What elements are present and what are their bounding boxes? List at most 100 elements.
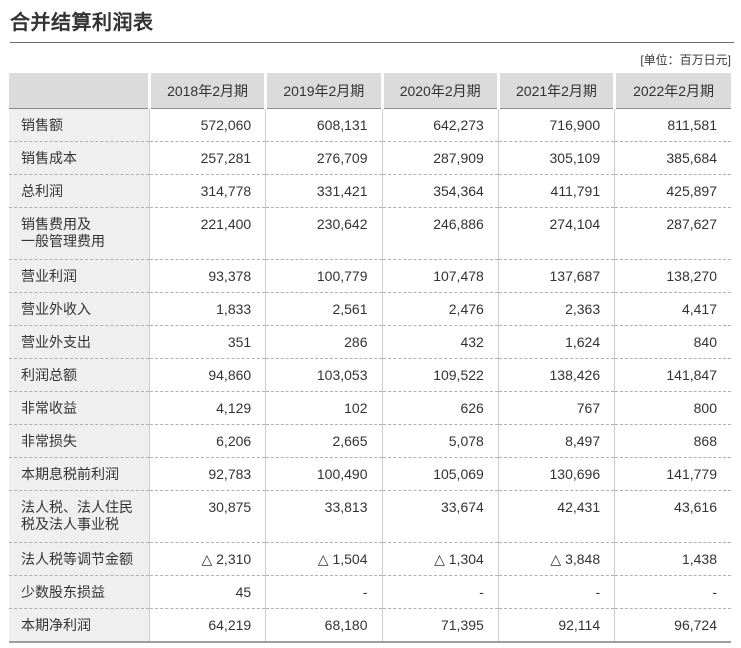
value-cell: 1,624 [497,325,615,359]
table-row: 利润总额 94,860 103,053 109,522 138,426 141,… [9,358,731,392]
value-cell: 105,069 [381,457,499,491]
row-label: 非常收益 [9,391,150,425]
row-label: 本期净利润 [9,608,150,643]
table-row: 总利润 314,778 331,421 354,364 411,791 425,… [9,174,731,208]
value-cell: 102 [265,391,382,425]
table-row: 销售费用及 一般管理费用 221,400 230,642 246,886 274… [9,207,731,260]
value-cell: - [265,575,382,609]
value-cell: 2,363 [497,292,615,326]
row-label: 营业外支出 [9,325,150,359]
table-row: 法人税等调节金额 △ 2,310 △ 1,504 △ 1,304 △ 3,848… [9,542,731,576]
value-cell: 767 [497,391,615,425]
value-cell: 71,395 [381,608,499,643]
value-cell: 626 [381,391,499,425]
table-row: 少数股东损益 45 - - - - [9,575,731,609]
value-cell: 5,078 [381,424,499,458]
value-cell: - [497,575,615,609]
row-label: 营业利润 [9,259,150,293]
value-cell: 130,696 [497,457,615,491]
value-cell: 64,219 [148,608,266,643]
value-cell: 4,417 [614,292,731,326]
value-cell: 141,779 [614,457,731,491]
value-cell: 305,109 [497,141,615,175]
value-cell: 100,779 [265,259,382,293]
value-cell: 425,897 [614,174,731,208]
column-header-2020: 2020年2月期 [380,73,499,109]
value-cell: △ 1,504 [265,542,382,576]
value-cell: △ 2,310 [148,542,266,576]
value-cell: 716,900 [497,108,615,142]
table-row: 本期息税前利润 92,783 100,490 105,069 130,696 1… [9,457,731,491]
value-cell: 354,364 [381,174,499,208]
table-row: 销售额 572,060 608,131 642,273 716,900 811,… [9,108,731,142]
table-row: 非常损失 6,206 2,665 5,078 8,497 868 [9,424,731,458]
row-label: 法人税、法人住民 税及法人事业税 [9,490,150,543]
value-cell: 30,875 [148,490,266,543]
column-header-2022: 2022年2月期 [613,73,731,109]
value-cell: 331,421 [265,174,382,208]
unit-note: [单位：百万日元] [640,53,731,67]
value-cell: 33,674 [381,490,499,543]
table-row: 法人税、法人住民 税及法人事业税 30,875 33,813 33,674 42… [9,490,731,543]
value-cell: 100,490 [265,457,382,491]
income-statement-table: 2018年2月期 2019年2月期 2020年2月期 2021年2月期 2022… [9,73,731,643]
value-cell: 221,400 [148,207,266,260]
value-cell: 257,281 [148,141,266,175]
row-label: 利润总额 [9,358,150,392]
value-cell: 4,129 [148,391,266,425]
title-divider [10,42,734,43]
value-cell: 608,131 [265,108,382,142]
row-label: 销售费用及 一般管理费用 [9,207,150,260]
value-cell: 868 [614,424,731,458]
value-cell: 287,909 [381,141,499,175]
page-title: 合并结算利润表 [10,12,154,34]
value-cell: 274,104 [497,207,615,260]
value-cell: △ 3,848 [497,542,615,576]
value-cell: 137,687 [497,259,615,293]
value-cell: 230,642 [265,207,382,260]
row-label: 少数股东损益 [9,575,150,609]
value-cell: 286 [265,325,382,359]
value-cell: 68,180 [265,608,382,643]
value-cell: 800 [614,391,731,425]
value-cell: 276,709 [265,141,382,175]
value-cell: 2,665 [265,424,382,458]
value-cell: 2,561 [265,292,382,326]
value-cell: △ 1,304 [381,542,499,576]
value-cell: 2,476 [381,292,499,326]
table-row: 本期净利润 64,219 68,180 71,395 92,114 96,724 [9,608,731,643]
value-cell: 92,114 [497,608,615,643]
value-cell: 840 [614,325,731,359]
value-cell: 572,060 [148,108,266,142]
row-label: 销售额 [9,108,150,142]
value-cell: 642,273 [381,108,499,142]
table-row: 营业利润 93,378 100,779 107,478 137,687 138,… [9,259,731,293]
value-cell: 103,053 [265,358,382,392]
value-cell: 138,426 [497,358,615,392]
row-label: 销售成本 [9,141,150,175]
value-cell: 811,581 [614,108,731,142]
table-row: 销售成本 257,281 276,709 287,909 305,109 385… [9,141,731,175]
table-row: 营业外收入 1,833 2,561 2,476 2,363 4,417 [9,292,731,326]
value-cell: 45 [148,575,266,609]
value-cell: 246,886 [381,207,499,260]
value-cell: 287,627 [614,207,731,260]
row-label: 法人税等调节金额 [9,542,150,576]
column-header-2018: 2018年2月期 [147,73,266,109]
value-cell: - [381,575,499,609]
row-label: 本期息税前利润 [9,457,150,491]
value-cell: 42,431 [497,490,615,543]
table-row: 非常收益 4,129 102 626 767 800 [9,391,731,425]
row-label: 总利润 [9,174,150,208]
value-cell: 109,522 [381,358,499,392]
value-cell: 43,616 [614,490,731,543]
value-cell: 1,438 [614,542,731,576]
row-label: 非常损失 [9,424,150,458]
value-cell: 93,378 [148,259,266,293]
value-cell: 141,847 [614,358,731,392]
value-cell: 6,206 [148,424,266,458]
value-cell: 107,478 [381,259,499,293]
value-cell: 385,684 [614,141,731,175]
value-cell: 1,833 [148,292,266,326]
value-cell: 314,778 [148,174,266,208]
